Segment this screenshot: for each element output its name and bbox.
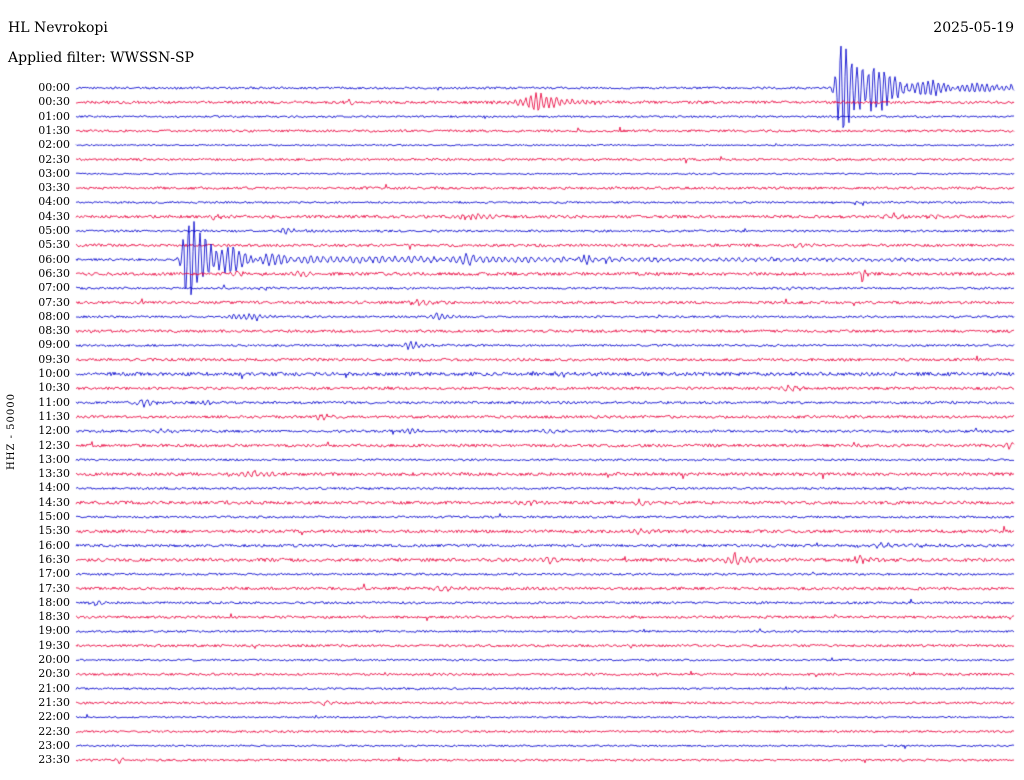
y-axis-channel-scale-label: HHZ - 50000 <box>6 393 17 470</box>
station-name: HL Nevrokopi <box>8 20 108 36</box>
date-label: 2025-05-19 <box>933 20 1014 36</box>
applied-filter-label: Applied filter: WWSSN-SP <box>8 50 194 66</box>
